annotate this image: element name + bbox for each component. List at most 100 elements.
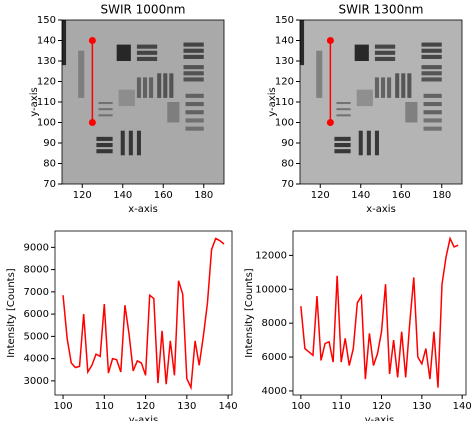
image-feature xyxy=(423,126,442,131)
plot-area xyxy=(62,237,225,391)
y-axis-label: Intensity [Counts] xyxy=(6,268,17,358)
image-feature xyxy=(96,143,113,148)
x-axis-label: y-axis xyxy=(129,415,158,421)
axes-frame xyxy=(61,19,225,185)
y-tick-label: 120 xyxy=(37,77,56,88)
x-axis-label: x-axis xyxy=(128,204,158,215)
image-feature xyxy=(374,44,396,49)
image-feature xyxy=(387,77,392,98)
y-tick-label: 80 xyxy=(43,159,56,170)
y-tick-label: 150 xyxy=(275,15,294,26)
y-tick-label: 130 xyxy=(37,56,56,67)
y-axis-label: y-axis xyxy=(267,87,278,116)
y-tick-label: 90 xyxy=(281,138,294,149)
x-tick-label: 120 xyxy=(311,190,330,201)
y-tick-label: 90 xyxy=(43,138,56,149)
y-tick-label: 150 xyxy=(37,15,56,26)
image-feature xyxy=(405,102,418,123)
image-feature xyxy=(300,20,305,66)
axes-frame xyxy=(292,230,467,396)
chart-title: SWIR 1300nm xyxy=(338,3,423,17)
y-tick-label: 100 xyxy=(275,118,294,129)
image-feature xyxy=(78,50,85,98)
image-feature xyxy=(183,48,204,53)
image-feature xyxy=(421,71,442,76)
image-feature xyxy=(421,42,442,47)
y-tick-label: 110 xyxy=(275,97,294,108)
image-feature xyxy=(421,77,442,82)
image-feature xyxy=(334,149,351,154)
y-tick-label: 9000 xyxy=(24,242,49,253)
image-feature xyxy=(421,54,442,59)
image-feature xyxy=(167,102,180,123)
image-feature xyxy=(423,93,442,98)
x-tick-label: 140 xyxy=(351,190,370,201)
y-tick-label: 100 xyxy=(37,118,56,129)
data-point xyxy=(326,119,334,126)
image-feature xyxy=(62,20,67,66)
image-feature xyxy=(96,136,113,141)
image-feature xyxy=(374,130,379,156)
image-feature xyxy=(163,73,168,98)
image-feature xyxy=(421,48,442,53)
x-axis-label: y-axis xyxy=(365,415,394,421)
x-tick-label: 130 xyxy=(177,401,196,412)
image-feature xyxy=(334,136,351,141)
image-feature xyxy=(183,54,204,59)
x-tick-label: 110 xyxy=(332,401,351,412)
image-feature xyxy=(374,77,379,98)
y-tick-label: 80 xyxy=(281,159,294,170)
x-tick-label: 180 xyxy=(432,190,451,201)
image-feature xyxy=(183,71,204,76)
y-tick-label: 120 xyxy=(275,77,294,88)
image-feature xyxy=(183,42,204,47)
x-tick-label: 100 xyxy=(291,401,310,412)
image-feature xyxy=(183,65,204,70)
image-feature xyxy=(96,149,113,154)
x-tick-label: 120 xyxy=(372,401,391,412)
image-feature xyxy=(381,77,386,98)
data-point xyxy=(88,119,96,126)
plot-area xyxy=(300,20,462,184)
image-feature xyxy=(98,102,113,105)
y-tick-label: 6000 xyxy=(262,352,287,363)
image-feature xyxy=(136,130,141,156)
image-feature xyxy=(423,118,442,123)
image-feature xyxy=(128,130,133,156)
image-feature xyxy=(423,102,442,107)
x-tick-label: 140 xyxy=(219,401,238,412)
y-tick-label: 70 xyxy=(281,179,294,190)
y-tick-label: 10000 xyxy=(255,284,287,295)
y-tick-label: 8000 xyxy=(24,265,49,276)
image-feature xyxy=(336,108,351,111)
image-feature xyxy=(401,73,406,98)
y-tick-label: 130 xyxy=(275,56,294,67)
y-axis-label: y-axis xyxy=(29,87,40,116)
image-feature xyxy=(185,93,204,98)
x-tick-label: 140 xyxy=(453,401,472,412)
x-tick-label: 100 xyxy=(53,401,72,412)
image-feature xyxy=(149,77,154,98)
y-tick-label: 4000 xyxy=(24,354,49,365)
image-feature xyxy=(116,44,131,61)
image-feature xyxy=(374,50,396,55)
plot-area xyxy=(300,236,459,388)
chart-title: SWIR 1000nm xyxy=(100,3,185,17)
y-tick-label: 5000 xyxy=(24,331,49,342)
image-feature xyxy=(334,143,351,148)
y-tick-label: 8000 xyxy=(262,318,287,329)
y-tick-label: 140 xyxy=(275,36,294,47)
y-tick-label: 140 xyxy=(37,36,56,47)
x-tick-label: 120 xyxy=(73,190,92,201)
image-feature xyxy=(157,73,162,98)
y-tick-label: 70 xyxy=(43,179,56,190)
image-feature xyxy=(118,89,135,107)
image-feature xyxy=(407,73,412,98)
image-feature xyxy=(120,130,125,156)
image-feature xyxy=(366,130,371,156)
x-tick-label: 140 xyxy=(113,190,132,201)
data-point xyxy=(326,37,334,44)
image-feature xyxy=(374,56,396,61)
image-feature xyxy=(358,130,363,156)
y-tick-label: 4000 xyxy=(262,386,287,397)
